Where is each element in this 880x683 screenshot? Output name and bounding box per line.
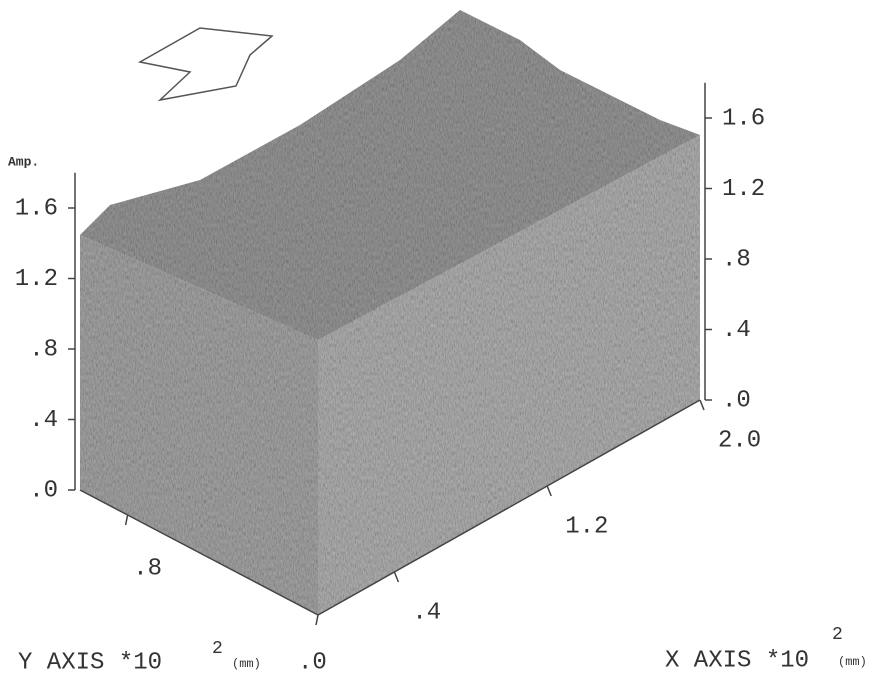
y-tick-label: .0 xyxy=(298,649,327,676)
y-tick-label: .8 xyxy=(133,556,162,583)
x-tick-label: .4 xyxy=(412,599,441,626)
x-axis-exponent: 2 xyxy=(832,625,843,645)
y-axis-title: Y AXIS *10 xyxy=(18,649,162,676)
z-tick-label: .4 xyxy=(722,317,751,344)
y-axis-unit: (mm) xyxy=(232,657,261,671)
x-axis-unit: (mm) xyxy=(838,655,867,669)
y-tick xyxy=(316,615,318,625)
x-tick xyxy=(547,486,551,496)
x-axis-title: X AXIS *10 xyxy=(665,647,809,674)
view-arrow xyxy=(140,28,272,100)
x-tick xyxy=(700,400,704,410)
z-tick-label: .0 xyxy=(722,387,751,414)
z-tick-label: 1.6 xyxy=(722,105,765,132)
z-axis-label: Amp. xyxy=(8,154,39,169)
z-tick-label: 1.2 xyxy=(722,176,765,203)
z-tick-label: .0 xyxy=(29,477,58,504)
y-tick xyxy=(126,515,128,525)
z-tick-label: 1.6 xyxy=(15,195,58,222)
chart: Amp. Y AXIS *10 2 (mm) X AXIS *10 2 (mm)… xyxy=(0,0,880,683)
z-tick-label: .8 xyxy=(29,336,58,363)
z-tick-label: .4 xyxy=(29,407,58,434)
x-tick xyxy=(394,572,398,582)
x-tick-label: 1.2 xyxy=(565,513,608,540)
y-axis-exponent: 2 xyxy=(212,639,223,659)
z-tick-label: .8 xyxy=(722,246,751,273)
x-tick-label: 2.0 xyxy=(718,427,761,454)
z-tick-label: 1.2 xyxy=(15,266,58,293)
